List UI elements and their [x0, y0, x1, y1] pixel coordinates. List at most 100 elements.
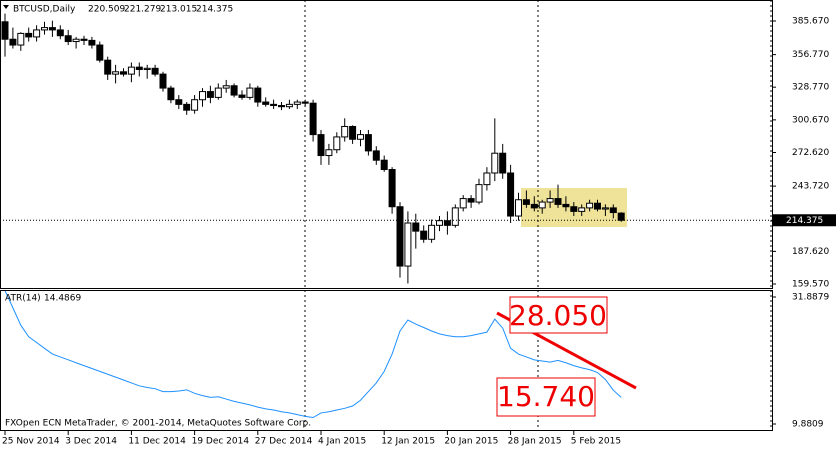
x-tick-label: 25 Nov 2014 — [2, 437, 60, 447]
candle-body — [9, 38, 17, 46]
candle-body — [412, 222, 420, 232]
annotation[interactable]: 15.740 — [497, 380, 595, 413]
x-tick-label: 12 Jan 2015 — [381, 437, 435, 447]
price-tag-label: 214.375 — [786, 216, 823, 226]
candle-body — [601, 207, 609, 210]
candle-body — [238, 94, 246, 98]
candle-body — [96, 44, 104, 61]
x-tick-label: 27 Dec 2014 — [255, 437, 313, 447]
y-tick-label: 9.8809 — [792, 420, 824, 430]
menu-arrow[interactable] — [3, 5, 9, 9]
candle-body — [388, 169, 396, 208]
candle-body — [309, 102, 317, 136]
candle-body — [586, 202, 594, 209]
candle-body — [254, 87, 262, 103]
candle-body — [262, 101, 270, 105]
candle-body — [285, 103, 293, 108]
y-tick-label: 385.670 — [792, 17, 829, 27]
candle-body — [372, 150, 380, 161]
candle-body — [1, 21, 9, 40]
candle-body — [538, 201, 546, 209]
candle-body — [507, 172, 515, 217]
candle-body — [301, 101, 309, 104]
candle-body — [175, 99, 183, 105]
candle-body — [617, 212, 625, 221]
candle-body — [112, 71, 120, 75]
panel — [1, 13, 625, 284]
candle-body — [443, 220, 451, 226]
candle-body — [191, 99, 199, 111]
candle-body — [475, 184, 483, 203]
candle-body — [341, 125, 349, 138]
candle-body — [396, 206, 404, 267]
candle-body — [143, 67, 151, 70]
candle-body — [17, 32, 25, 46]
candle-body — [436, 220, 443, 226]
header-low: 213.015 — [160, 5, 197, 15]
candle-body — [380, 159, 388, 171]
main-frame — [0, 0, 773, 289]
candle-body — [522, 199, 530, 205]
header-open: 220.509 — [88, 5, 125, 15]
candle-body — [467, 198, 475, 203]
candle-body — [364, 134, 372, 152]
candle-body — [325, 149, 333, 157]
candle-body — [609, 207, 617, 214]
x-tick-label: 20 Jan 2015 — [444, 437, 498, 447]
candle-body — [214, 87, 222, 98]
candle-body — [317, 134, 325, 157]
candle-body — [578, 207, 586, 212]
y-tick-label: 243.720 — [792, 182, 829, 192]
candle-body — [530, 203, 538, 209]
candle-body — [333, 136, 341, 151]
candle-body — [48, 27, 56, 31]
candle-body — [56, 29, 64, 37]
candle-body — [183, 103, 191, 111]
candle-body — [562, 203, 570, 208]
sub-frame — [0, 290, 773, 431]
candle-body — [127, 66, 135, 75]
annotation[interactable]: 28.050 — [509, 299, 607, 332]
candle-body — [230, 85, 238, 96]
candle-body — [120, 71, 127, 75]
candle-body — [404, 222, 412, 267]
atr-title: ATR(14) — [5, 294, 41, 304]
candle-body — [25, 32, 33, 38]
candle-body — [515, 199, 522, 217]
candle-body — [594, 202, 601, 210]
candle-body — [206, 91, 214, 98]
candle-body — [72, 38, 80, 43]
candle-body — [159, 73, 167, 89]
candle-body — [570, 206, 578, 212]
annotation-box[interactable] — [509, 296, 608, 334]
candle-body — [483, 172, 491, 186]
candle-body — [167, 87, 175, 101]
candle-body — [151, 67, 159, 75]
candle-body — [64, 35, 72, 43]
candle-body — [80, 38, 88, 41]
x-tick-label: 11 Dec 2014 — [128, 437, 186, 447]
y-tick-label: 300.670 — [792, 115, 829, 125]
candle-body — [428, 224, 436, 240]
candle-body — [546, 198, 554, 203]
y-tick-label: 328.770 — [792, 83, 829, 93]
candle-body — [451, 207, 459, 226]
header-close: 214.375 — [196, 5, 233, 15]
y-tick-label: 187.620 — [792, 247, 829, 257]
x-tick-label: 5 Feb 2015 — [571, 437, 621, 447]
candle-body — [554, 198, 562, 205]
x-tick-label: 28 Jan 2015 — [508, 437, 562, 447]
candle-body — [499, 152, 507, 174]
candle-body — [41, 27, 48, 31]
candle-body — [222, 85, 230, 89]
atr-line — [4, 291, 622, 419]
candle-body — [420, 230, 428, 240]
candle-body — [135, 66, 143, 70]
annotation-box[interactable] — [496, 377, 596, 417]
candle-body — [293, 101, 301, 105]
candle-body — [270, 103, 278, 107]
candle-body — [199, 91, 206, 101]
candle-body — [491, 152, 499, 174]
atr-value: 14.4869 — [44, 294, 81, 304]
